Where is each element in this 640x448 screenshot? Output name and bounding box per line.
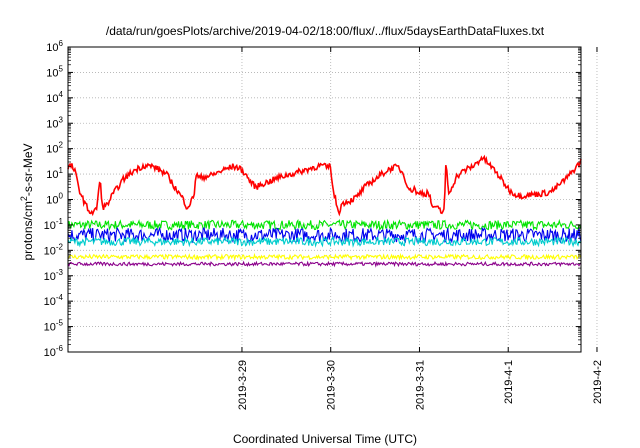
y-tick-label: 10-5 xyxy=(44,319,64,334)
series-line xyxy=(67,226,582,244)
x-tick-label: 2019-3-30 xyxy=(326,360,338,410)
series-line xyxy=(67,218,582,231)
y-tick-label: 105 xyxy=(46,64,63,79)
x-axis-label: Coordinated Universal Time (UTC) xyxy=(233,432,417,446)
chart-title: /data/run/goesPlots/archive/2019-04-02/1… xyxy=(106,24,545,38)
grid xyxy=(68,47,598,352)
axes xyxy=(67,46,598,353)
series-line xyxy=(67,235,582,248)
y-tick-label: 10-6 xyxy=(44,344,64,359)
y-axis-label: protons/cm2-s-sr-MeV xyxy=(19,143,35,260)
y-tick-label: 10-1 xyxy=(44,217,64,232)
y-tick-label: 100 xyxy=(46,192,63,207)
y-tick-label: 104 xyxy=(46,90,63,105)
series-line xyxy=(67,260,582,268)
y-tick-label: 106 xyxy=(46,39,63,54)
x-tick-label: 2019-3-31 xyxy=(414,360,426,410)
y-tick-label: 102 xyxy=(46,141,63,156)
x-tick-labels: 2019-3-29 2019-3-30 2019-3-31 2019-4-1 2019-… xyxy=(237,360,604,410)
plot-frame xyxy=(67,46,582,353)
x-tick-label: 2019-4-2 xyxy=(592,360,604,404)
y-tick-label: 103 xyxy=(46,115,63,130)
series-line xyxy=(67,154,582,217)
x-tick-label: 2019-4-1 xyxy=(503,360,515,404)
y-tick-label: 10-4 xyxy=(44,293,64,308)
series-lines xyxy=(67,154,582,268)
x-tick-label: 2019-3-29 xyxy=(237,360,249,410)
y-tick-label: 101 xyxy=(46,166,63,181)
y-tick-labels: 10-6 10-5 10-4 10-3 10-2 10-1 100 101 102 103 104 1… xyxy=(44,39,64,359)
y-tick-label: 10-2 xyxy=(44,242,64,257)
series-line xyxy=(67,252,582,262)
y-tick-label: 10-3 xyxy=(44,268,64,283)
